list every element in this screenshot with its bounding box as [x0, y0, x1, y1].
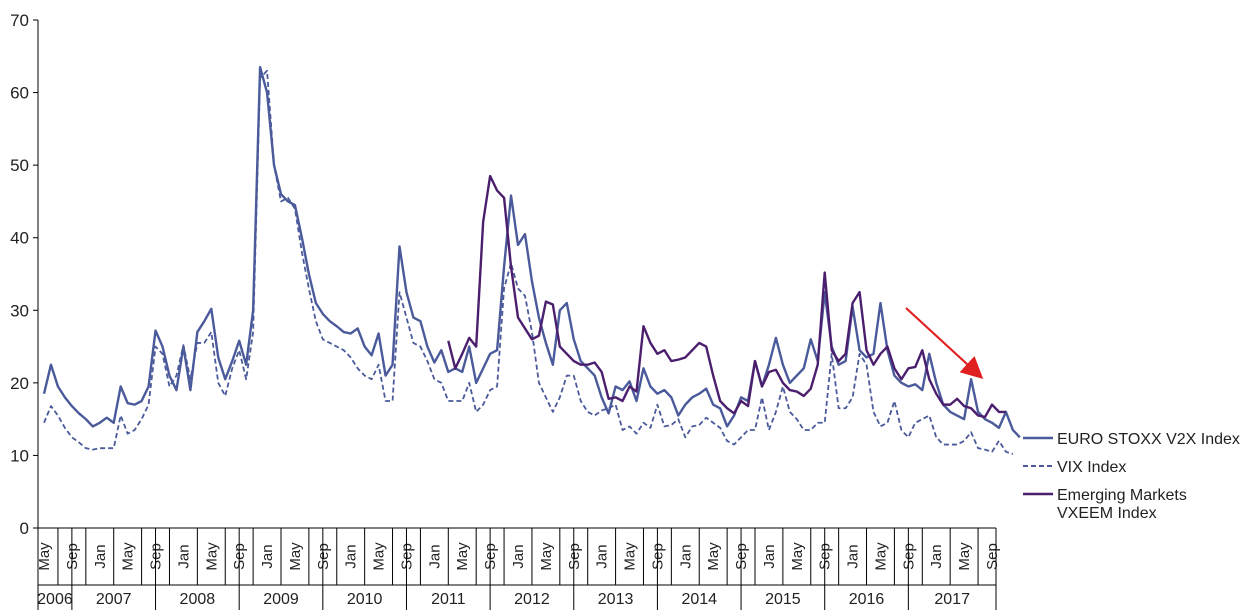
y-tick-label: 10	[10, 446, 29, 465]
legend: EURO STOXX V2X Index VIX Index Emerging …	[1023, 431, 1240, 522]
y-tick-label: 50	[10, 156, 29, 175]
x-axis: May Sep Jan May Sep Jan May Sep Jan May Sep Jan May S…	[36, 527, 1001, 610]
series-line-euro-stoxx-v2x-index	[42, 65, 1021, 439]
x-month-label: Jan	[426, 544, 443, 568]
x-month-label: May	[622, 542, 639, 571]
x-year-label: 2014	[681, 591, 717, 608]
x-month-label: May	[371, 542, 388, 571]
y-tick-label: 70	[10, 11, 29, 30]
x-month-label: May	[454, 542, 471, 571]
series-line-emerging-markets-vxeem-index	[447, 174, 1006, 419]
x-month-label: Sep	[984, 543, 1001, 570]
x-month-label: Jan	[845, 544, 862, 568]
x-year-label: 2015	[765, 591, 801, 608]
series-line-vix-index	[43, 69, 1014, 455]
x-year-label: 2009	[263, 591, 299, 608]
x-month-label: Jan	[928, 544, 945, 568]
x-month-label: May	[956, 542, 973, 571]
x-month-label: May	[287, 542, 304, 571]
x-month-label: Jan	[761, 544, 778, 568]
legend-label-vxeem-line2: VXEEM Index	[1057, 505, 1157, 522]
trend-arrow	[905, 307, 984, 379]
y-tick-label: 20	[10, 374, 29, 393]
y-tick-label: 30	[10, 301, 29, 320]
x-year-label: 2011	[431, 591, 466, 608]
x-month-label: May	[120, 542, 137, 571]
y-tick-label: 0	[20, 519, 29, 538]
x-month-label: Jan	[510, 544, 527, 568]
x-year-label: 2006	[37, 591, 73, 608]
legend-label-vxeem-line1: Emerging Markets	[1057, 487, 1187, 504]
x-month-label: May	[789, 542, 806, 571]
x-month-label: May	[705, 542, 722, 571]
x-month-label: Jan	[343, 544, 360, 568]
x-month-label: Jan	[594, 544, 611, 568]
x-month-label: May	[872, 542, 889, 571]
x-month-label: Jan	[92, 544, 109, 568]
x-year-label: 2007	[96, 591, 132, 608]
y-tick-label: 60	[10, 84, 29, 103]
x-month-label: May	[36, 542, 53, 571]
legend-label-v2x: EURO STOXX V2X Index	[1057, 431, 1240, 448]
x-month-label: Jan	[677, 544, 694, 568]
x-year-label: 2012	[514, 591, 550, 608]
x-year-label: 2017	[934, 591, 970, 608]
x-month-label: May	[538, 542, 555, 571]
plot-lines	[42, 65, 1021, 455]
x-year-label: 2013	[598, 591, 634, 608]
x-month-label: Jan	[175, 544, 192, 568]
x-month-label: May	[203, 542, 220, 571]
x-year-label: 2008	[180, 591, 216, 608]
x-year-label: 2016	[849, 591, 885, 608]
y-tick-label: 40	[10, 229, 29, 248]
x-month-label: Jan	[259, 544, 276, 568]
x-year-label: 2010	[347, 591, 383, 608]
legend-label-vix: VIX Index	[1057, 459, 1126, 476]
y-axis: 0 10 20 30 40 50 60 70	[10, 11, 39, 538]
